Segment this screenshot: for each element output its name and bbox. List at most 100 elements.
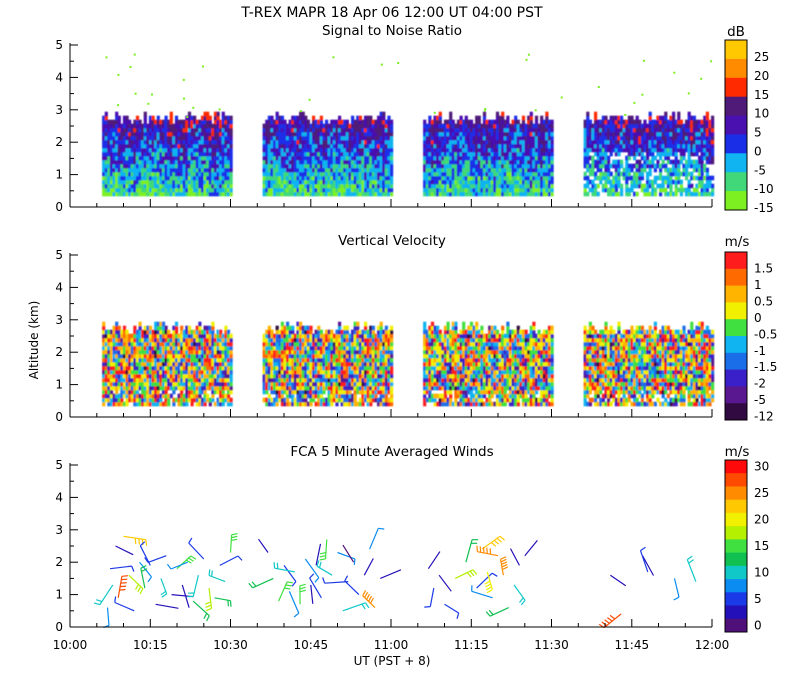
- wind-barb: [641, 555, 655, 576]
- wind-barb: [160, 578, 168, 598]
- altitude-axis-label: Altitude (km): [27, 301, 41, 380]
- x-axis-label: UT (PST + 8): [354, 654, 431, 668]
- y-tick-label: 2: [55, 555, 63, 569]
- wind-barb: [219, 555, 243, 566]
- colorbar-swatch: [725, 618, 747, 633]
- winds-panel: FCA 5 Minute Averaged Winds 0 1 2 3 4 5 10:00 1…: [53, 444, 770, 668]
- snr-panel-title: Signal to Noise Ratio: [322, 23, 462, 39]
- y-tick-label: 5: [55, 458, 63, 472]
- vertical-velocity-data-segment: [583, 321, 715, 407]
- colorbar-swatch: [725, 336, 747, 354]
- wind-barb: [115, 545, 134, 556]
- snr-speckle: [624, 113, 627, 116]
- colorbar-label: 20: [754, 69, 769, 83]
- colorbar-swatch: [725, 285, 747, 303]
- colorbar-label: 15: [754, 88, 769, 102]
- winds-panel-title: FCA 5 Minute Averaged Winds: [290, 444, 493, 460]
- colorbar-frame: [724, 251, 748, 421]
- colorbar-swatch: [725, 539, 747, 553]
- colorbar-label: 5: [754, 126, 762, 140]
- wind-barb: [117, 575, 128, 598]
- wind-barb: [438, 574, 452, 592]
- snr-speckle: [134, 92, 137, 95]
- snr-colorbar: dB 25 20 15 10 5 0 -5 -10 -15: [724, 24, 774, 215]
- wind-barb: [471, 585, 493, 599]
- x-tick-label: 11:30: [534, 638, 569, 652]
- wind-barb: [110, 565, 135, 572]
- colorbar-swatch: [725, 302, 747, 320]
- snr-speckle: [484, 108, 487, 110]
- wind-barb: [144, 555, 167, 563]
- colorbar-swatch: [725, 499, 747, 514]
- y-tick-label: 2: [55, 345, 63, 359]
- colorbar-label: 10: [754, 107, 769, 121]
- y-tick-label: 4: [55, 70, 63, 84]
- wind-barb: [188, 537, 205, 560]
- wind-barb: [278, 581, 294, 602]
- y-tick-label: 1: [55, 168, 63, 182]
- colorbar-swatch: [725, 134, 747, 154]
- vertical-velocity-axes: 0 1 2 3 4 5: [55, 248, 713, 424]
- colorbar-label: 25: [754, 486, 769, 500]
- snr-speckle: [527, 53, 530, 56]
- wind-barb: [610, 574, 627, 587]
- y-tick-label: 3: [55, 313, 63, 327]
- colorbar-label: 0: [754, 618, 762, 632]
- x-tick-label: 12:00: [695, 638, 730, 652]
- colorbar-swatch: [725, 191, 747, 211]
- snr-speckle: [308, 98, 311, 101]
- snr-speckle: [483, 109, 486, 112]
- y-tick-label: 0: [55, 410, 63, 424]
- wind-barb: [316, 560, 333, 576]
- wind-barb: [229, 533, 238, 553]
- colorbar-label: 1: [754, 278, 762, 292]
- wind-barb: [639, 546, 649, 573]
- y-tick-label: 1: [55, 588, 63, 602]
- wind-barb: [598, 613, 622, 629]
- snr-speckle: [183, 97, 185, 100]
- wind-barb: [283, 565, 297, 587]
- x-tick-label: 10:00: [53, 638, 88, 652]
- colorbar-swatch: [725, 552, 747, 567]
- wind-barb: [192, 600, 210, 622]
- wind-barb: [214, 597, 232, 607]
- wind-barb: [248, 577, 274, 589]
- colorbar-swatch: [725, 115, 747, 135]
- y-tick-label: 0: [55, 620, 63, 634]
- colorbar-swatch: [725, 352, 747, 370]
- colorbar-frame: [724, 39, 748, 211]
- snr-speckle: [129, 66, 132, 68]
- wind-barb: [476, 572, 498, 589]
- colorbar-label: -10: [754, 182, 774, 196]
- colorbar-label: 0: [754, 144, 762, 158]
- snr-axes: 0 1 2 3 4 5: [55, 38, 713, 214]
- wind-barb: [140, 565, 148, 589]
- snr-speckle: [700, 77, 703, 80]
- colorbar-label: 30: [754, 460, 769, 474]
- colorbar-swatch: [725, 460, 747, 474]
- wind-barb: [424, 587, 435, 608]
- wind-barb: [187, 575, 199, 598]
- colorbar-swatch: [725, 40, 747, 60]
- colorbar-label: 1.5: [754, 262, 773, 276]
- vertical-velocity-colorbar: m/s 1.5 1 0.5 0 -0.5 -1 -1.5 -2 -5 -12: [724, 234, 777, 424]
- x-tick-label: 10:45: [294, 638, 329, 652]
- wind-barb: [288, 591, 300, 618]
- colorbar-label: 25: [754, 50, 769, 64]
- snr-data-segment: [583, 111, 715, 197]
- snr-colorbar-unit: dB: [727, 24, 745, 40]
- colorbar-label: -12: [754, 410, 774, 424]
- figure-title: T-REX MAPR 18 Apr 06 12:00 UT 04:00 PST: [240, 5, 543, 21]
- snr-plot-area: [102, 53, 715, 197]
- colorbar-frame: [724, 459, 748, 633]
- colorbar-swatch: [725, 512, 747, 527]
- wind-barb: [513, 584, 526, 606]
- vertical-velocity-panel: Vertical Velocity 0 1 2 3 4 5 Altitude (km) m…: [27, 233, 777, 424]
- wind-barb: [485, 607, 509, 617]
- colorbar-swatch: [725, 403, 747, 421]
- colorbar-label: -15: [754, 201, 774, 215]
- wind-barb: [322, 577, 349, 584]
- wind-barb: [123, 535, 148, 546]
- snr-speckle: [151, 93, 153, 96]
- wind-barb: [369, 527, 385, 550]
